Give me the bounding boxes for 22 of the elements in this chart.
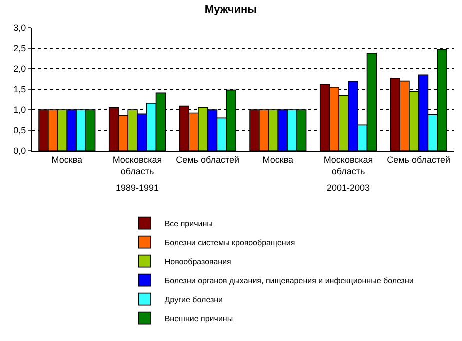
x-tick-label: Московская область [324,154,374,176]
legend-label: Внешние причины [164,314,234,324]
y-tick-label: 1,5 [14,84,26,95]
y-tick-label: 0,0 [14,146,26,156]
chart-title: Мужчины [204,4,258,16]
y-tick-label: 2,0 [14,64,26,74]
legend-label: Все причины [164,219,214,228]
y-tick-label: 2,5 [14,44,26,54]
x-tick-label: Москва [52,154,83,165]
text: 2001-2003 [327,183,370,193]
x-tick-label: Москва [262,154,294,165]
text: 1989-1991 [116,183,160,193]
legend-label: Болезни органов дыхания, пищеварения и инфекционные болезни [164,276,414,286]
legend-label: Другие болезни [164,295,224,304]
y-tick-label: 1,0 [14,105,26,116]
y-tick-label: 3,0 [14,23,26,34]
x-tick-label: Семь областей [387,154,451,165]
y-tick-label: 0,5 [14,126,26,136]
x-tick-label: Семь областей [176,154,240,165]
legend-label: Новообразования [164,257,232,266]
legend-label: Болезни системы кровообращения [164,238,296,248]
x-tick-label: Московская область [112,154,162,176]
